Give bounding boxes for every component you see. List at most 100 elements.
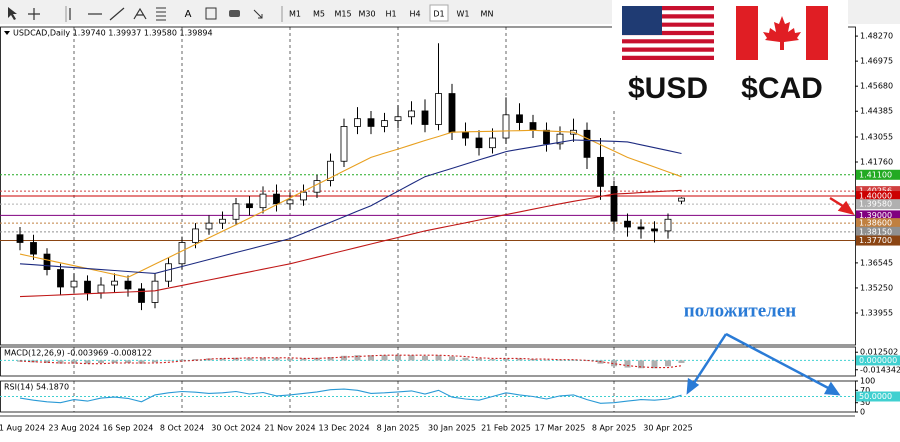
label-tool[interactable] — [205, 7, 217, 20]
candle-body — [435, 93, 442, 125]
histogram-bar — [152, 360, 158, 363]
cursor-tool[interactable] — [8, 7, 17, 20]
active-timeframe — [429, 4, 449, 22]
currency-flags: $USD $CAD — [612, 0, 848, 110]
candle-body — [246, 203, 253, 209]
level-label: 1.37700 — [859, 236, 892, 245]
line — [19, 139, 682, 274]
timeframe-button[interactable]: H4 — [409, 10, 420, 19]
histogram-bar — [543, 359, 550, 361]
histogram-bar — [435, 355, 442, 361]
histogram-bar — [503, 358, 509, 361]
candle-body — [664, 218, 672, 232]
candle-body — [610, 185, 618, 222]
cad-label: $CAD — [741, 72, 823, 105]
y-tick-label: 1.45680 — [860, 82, 893, 91]
us-flag — [622, 6, 714, 60]
candle-body — [192, 228, 199, 243]
arrow — [725, 332, 833, 392]
histogram-bar — [44, 360, 50, 364]
y-tick-label: 1.41760 — [860, 158, 893, 167]
candle-body — [556, 133, 564, 145]
x-tick-label: 16 Sep 2024 — [103, 424, 154, 433]
timeframe-button[interactable]: M1 — [289, 10, 301, 19]
candle-body — [111, 280, 118, 286]
level-label-bg — [856, 191, 900, 202]
candle-body — [57, 269, 64, 288]
crosshair-tool[interactable] — [28, 8, 40, 20]
timeframe-button[interactable]: MN — [481, 10, 494, 19]
timeframe-button[interactable]: W1 — [457, 10, 470, 19]
histogram-bar — [489, 359, 496, 361]
candle-body — [70, 280, 78, 288]
candle-body — [327, 160, 334, 181]
channel-tool[interactable] — [133, 7, 147, 20]
level-label-bg — [856, 391, 900, 402]
histogram-bar — [462, 357, 469, 361]
us-canton — [622, 6, 662, 35]
timeframe-button[interactable]: M5 — [313, 10, 325, 19]
histogram-bar — [476, 358, 482, 361]
x-tick-label: 13 Dec 2024 — [318, 424, 369, 433]
us-stripes — [622, 6, 714, 60]
x-tick-label: 8 Apr 2025 — [592, 424, 636, 433]
timeframe-button[interactable]: M30 — [358, 10, 375, 19]
candle-body — [502, 114, 510, 139]
timeframe-button[interactable]: H1 — [385, 10, 396, 19]
arrow-tool[interactable] — [253, 9, 263, 19]
timeframes: M1 M5 M15 M30 H1 H4 D1 W1 MN — [289, 10, 493, 19]
candle-body — [232, 203, 240, 220]
x-tick-label: 8 Jan 2025 — [377, 424, 420, 433]
histogram-bar — [71, 360, 77, 364]
candle-body — [367, 118, 375, 127]
text-tool[interactable]: A — [185, 9, 192, 20]
level-label: 1.40000 — [859, 192, 892, 201]
histogram-bar — [125, 360, 131, 364]
shape-tool[interactable] — [229, 10, 240, 17]
timeframe-button[interactable]: D1 — [433, 10, 444, 19]
histogram-bar — [84, 360, 91, 364]
candle-body — [651, 228, 658, 232]
histogram-bar — [233, 357, 239, 361]
plot: 1 Aug 2024 23 Aug 2024 16 Sep 2024 8 Oct 20… — [0, 26, 900, 433]
x-tick-label: 30 Apr 2025 — [643, 424, 692, 433]
histogram-bar — [516, 358, 523, 361]
maple-leaf — [763, 16, 801, 50]
candle-body — [286, 199, 294, 205]
level-label: 0.000000 — [859, 356, 897, 365]
candle-body — [138, 288, 145, 303]
x-tick-label: 30 Jan 2025 — [428, 424, 476, 433]
histogram-bar — [408, 355, 415, 361]
histogram-bar — [638, 360, 644, 369]
candle-body — [300, 191, 307, 201]
y-tick-label: 1.35250 — [860, 283, 893, 292]
candle-body — [381, 120, 388, 127]
arrowhead — [686, 377, 700, 395]
candle-body — [16, 234, 24, 243]
x-tick-label: 17 Mar 2025 — [535, 424, 586, 433]
histogram-bar — [449, 356, 455, 361]
level-label: 1.39000 — [859, 211, 892, 220]
candle-body — [340, 126, 348, 162]
candle-body — [97, 284, 105, 294]
x-tick-label: 21 Feb 2025 — [481, 424, 531, 433]
candle-body — [624, 220, 631, 228]
candle-body — [43, 253, 51, 270]
red-arrow — [829, 196, 855, 215]
level-label-bg — [856, 169, 900, 180]
fibo-tool[interactable] — [156, 7, 166, 21]
x-tick-label: 23 Aug 2024 — [48, 424, 99, 433]
usd-label: $USD — [628, 72, 708, 105]
level-label: 1.41100 — [859, 170, 892, 179]
histogram-bar — [179, 359, 185, 361]
y-tick-label: 0.012502 — [860, 348, 898, 357]
timeframe-button[interactable]: M15 — [334, 10, 351, 19]
candle-body — [165, 263, 172, 282]
candle-body — [30, 242, 37, 255]
histogram-bar — [57, 360, 64, 364]
histogram-bar — [395, 355, 401, 361]
panel-title: MACD(12,26,9) -0.003969 -0.008122 — [4, 349, 152, 358]
candle-body — [313, 180, 321, 193]
trendline-tool[interactable] — [109, 7, 125, 21]
